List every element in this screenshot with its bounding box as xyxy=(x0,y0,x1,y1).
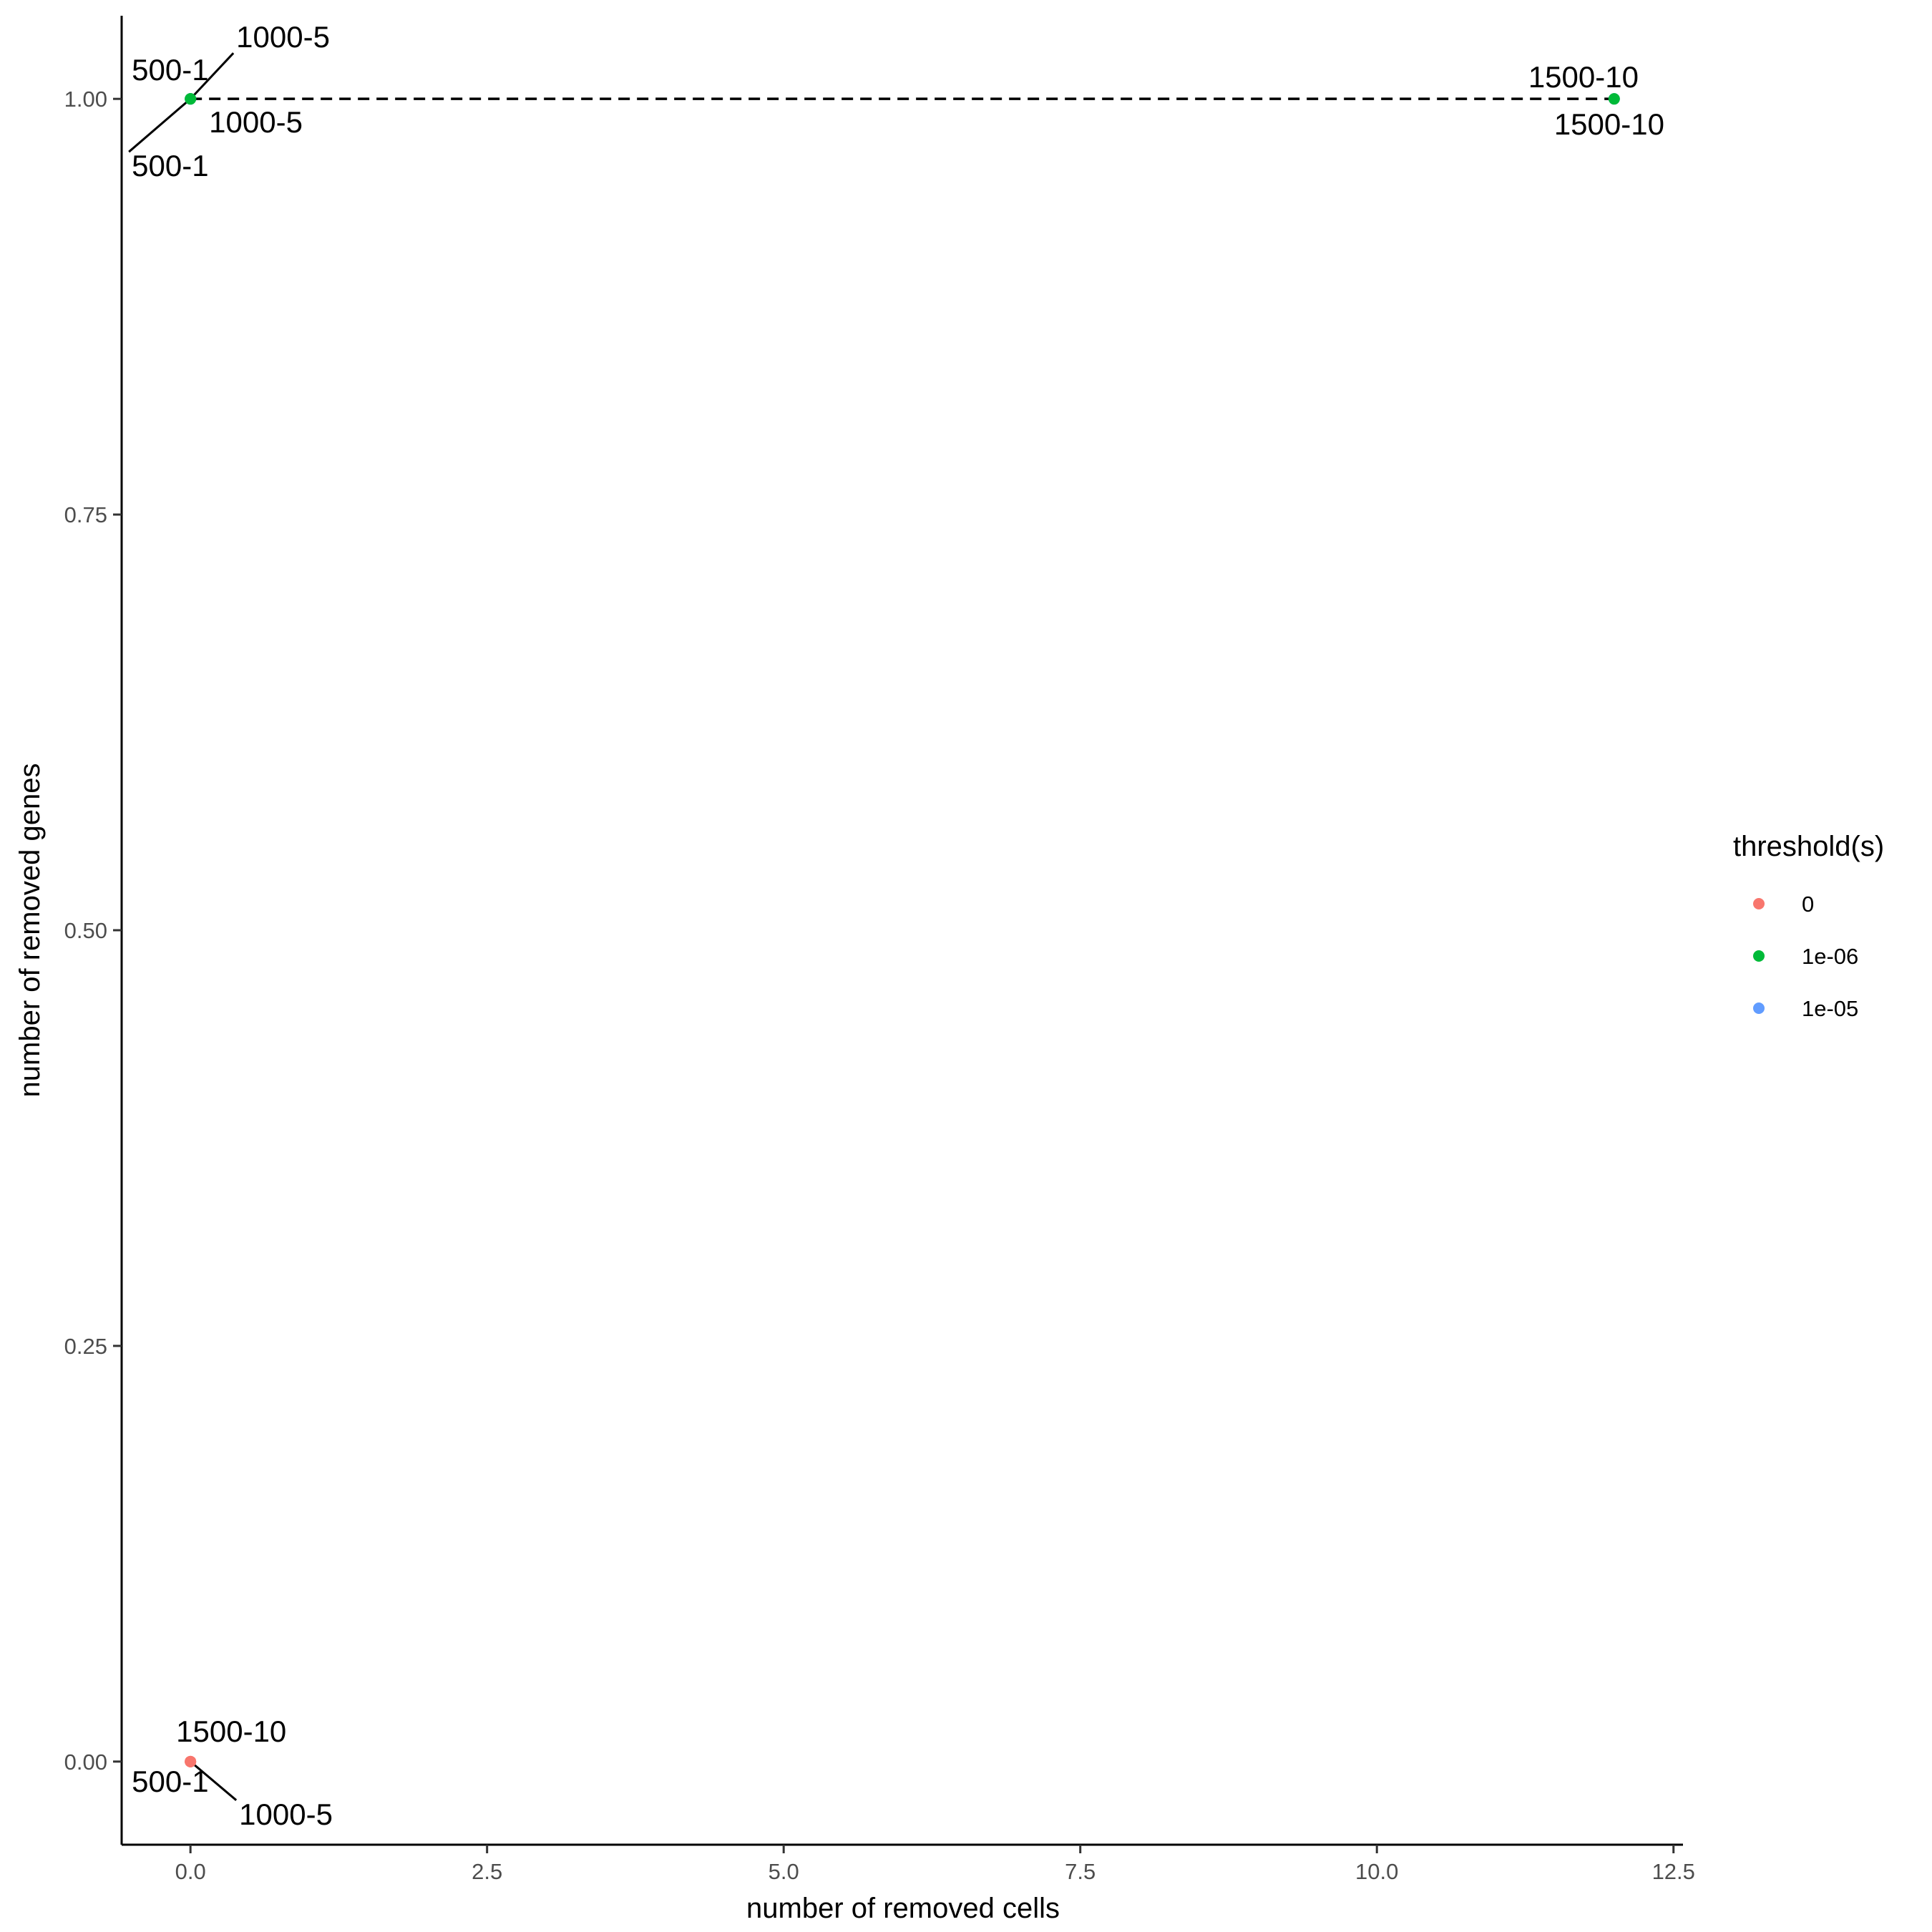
point-label: 500-1 xyxy=(132,1765,208,1798)
label-leader-line xyxy=(190,1760,238,1801)
x-tick-label: 10.0 xyxy=(1355,1859,1398,1884)
legend-key xyxy=(1753,950,1765,962)
x-tick-label: 0.0 xyxy=(175,1859,206,1884)
y-axis: 0.00 0.25 0.50 0.75 1.00 xyxy=(64,16,123,1845)
legend-label: 0 xyxy=(1802,892,1814,917)
legend-key xyxy=(1753,898,1765,909)
x-tick-label: 7.5 xyxy=(1065,1859,1096,1884)
point-label: 1500-10 xyxy=(176,1714,286,1748)
x-tick-label: 12.5 xyxy=(1652,1859,1695,1884)
y-tick-label: 0.25 xyxy=(64,1334,107,1359)
y-axis-title: number of removed genes xyxy=(14,763,46,1098)
y-tick-label: 0.50 xyxy=(64,918,107,943)
data-point xyxy=(185,1755,197,1767)
point-label: 500-1 xyxy=(132,53,208,87)
label-leader-line xyxy=(128,98,192,153)
point-label: 500-1 xyxy=(132,149,208,182)
legend-label: 1e-06 xyxy=(1802,944,1858,969)
y-tick-label: 1.00 xyxy=(64,87,107,112)
legend-title: threshold(s) xyxy=(1733,831,1884,862)
x-tick-label: 5.0 xyxy=(769,1859,799,1884)
data-point xyxy=(185,93,197,105)
legend: threshold(s) 0 1e-06 1e-05 xyxy=(1733,831,1884,1021)
y-tick-label: 0.00 xyxy=(64,1750,107,1775)
y-tick-label: 0.75 xyxy=(64,502,107,527)
x-tick-label: 2.5 xyxy=(472,1859,502,1884)
plot-marks: 500-11000-51500-10500-11000-51500-10500-… xyxy=(128,20,1664,1831)
legend-label: 1e-05 xyxy=(1802,996,1858,1021)
legend-key xyxy=(1753,1002,1765,1014)
x-axis-title: number of removed cells xyxy=(746,1893,1060,1924)
point-label: 1000-5 xyxy=(236,20,330,54)
point-label: 1000-5 xyxy=(209,105,303,139)
point-label: 1000-5 xyxy=(239,1797,333,1831)
point-label: 1500-10 xyxy=(1554,107,1664,141)
label-leader-line xyxy=(190,52,235,100)
data-point xyxy=(1608,93,1620,105)
point-label: 1500-10 xyxy=(1528,60,1639,94)
x-axis: 0.0 2.5 5.0 7.5 10.0 12.5 xyxy=(122,1843,1695,1884)
